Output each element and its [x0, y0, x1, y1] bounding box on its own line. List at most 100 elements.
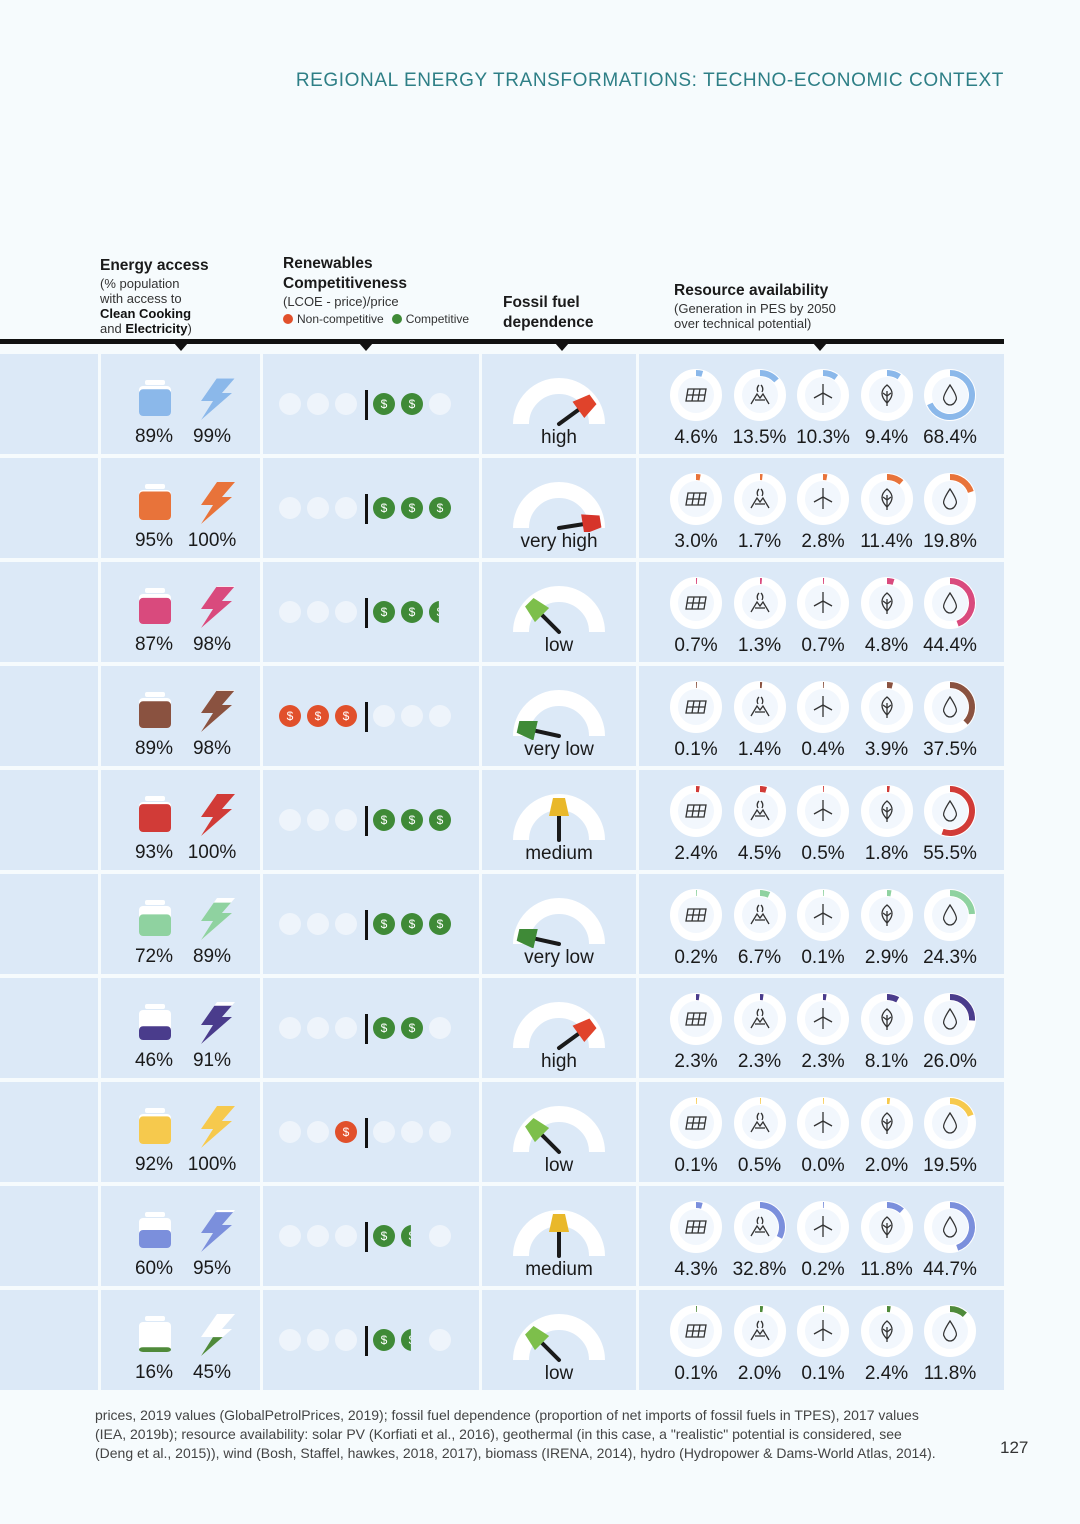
- hydro-drop-icon: [942, 487, 958, 510]
- resource-ring-wrap: [669, 992, 723, 1051]
- cooking-pot-icon: [139, 1108, 171, 1144]
- availability-arc: [886, 682, 893, 689]
- solar-panel-ring: [670, 993, 722, 1045]
- resource-item: 4.6%: [664, 354, 728, 454]
- competitive-slot: $: [401, 1225, 411, 1247]
- cooking-pot: [139, 1004, 171, 1045]
- resource-value: 11.8%: [923, 1363, 977, 1384]
- competitiveness-cell: $ $ $: [263, 562, 479, 662]
- resource-item: 0.2%: [664, 874, 728, 974]
- fossil-dependence-cell: low: [482, 1082, 636, 1182]
- resource-ring-wrap: [860, 784, 914, 843]
- resource-value: 2.4%: [864, 1363, 909, 1384]
- lightning-bolt-icon: [201, 1314, 235, 1356]
- wind-turbine-icon: [813, 696, 833, 717]
- resource-ring-wrap: [733, 472, 787, 531]
- region-cell: [0, 458, 98, 558]
- fossil-label: very low: [524, 739, 594, 760]
- noncompetitive-slot: [335, 601, 357, 623]
- lightning-bolt-icon: [201, 1210, 235, 1252]
- resource-value: 2.0%: [864, 1155, 909, 1176]
- resource-item: 2.3%: [791, 978, 855, 1078]
- solar-panel-icon: [685, 1324, 707, 1338]
- resource-ring-wrap: [923, 576, 977, 635]
- region-cell: [0, 978, 98, 1078]
- cooking-percent: 92%: [134, 1154, 174, 1175]
- resource-item: 44.4%: [918, 562, 982, 662]
- resource-item: 19.5%: [918, 1082, 982, 1182]
- competitive-slot: [429, 1225, 451, 1247]
- biomass-leaf-icon: [880, 1112, 893, 1134]
- fossil-gauge: [513, 586, 605, 634]
- competitiveness-divider: [365, 390, 368, 420]
- solar-panel-icon: [685, 388, 707, 402]
- hydro-drop-icon: [942, 1319, 958, 1342]
- resource-item: 68.4%: [918, 354, 982, 454]
- cooking-pot-icon: [139, 900, 171, 936]
- resource-ring-wrap: [796, 472, 850, 531]
- availability-arc: [759, 786, 767, 793]
- resource-item: 3.9%: [855, 666, 919, 766]
- competitive-slot: [373, 1121, 395, 1143]
- header-energy-access-title: Energy access: [100, 257, 209, 274]
- geothermal-icon: [749, 592, 770, 613]
- resource-value: 0.1%: [674, 1155, 718, 1176]
- wind-turbine-icon: [813, 904, 833, 925]
- cooking-percent: 89%: [134, 426, 174, 447]
- lightning-bolt-icon: [201, 1002, 235, 1044]
- fossil-gauge: [513, 378, 605, 426]
- resource-availability-cell: 0.1% 0.5% 0.0% 2.0% 19.5%: [639, 1082, 1004, 1182]
- resource-item: 0.5%: [791, 770, 855, 870]
- resource-ring-wrap: [669, 784, 723, 843]
- resource-availability-cell: 0.1% 2.0% 0.1% 2.4% 11.8%: [639, 1290, 1004, 1390]
- lightning-bolt-icon: [201, 1106, 235, 1148]
- solar-panel-icon: [685, 1012, 707, 1026]
- header-fossil-title1: Fossil fuel: [503, 294, 580, 311]
- resource-item: 0.5%: [728, 1082, 792, 1182]
- fossil-gauge-wrap: [512, 1096, 606, 1161]
- fossil-gauge-wrap: [512, 888, 606, 953]
- resource-value: 0.4%: [801, 739, 845, 760]
- resource-ring-wrap: [860, 992, 914, 1051]
- resource-item: 1.3%: [728, 562, 792, 662]
- gauge-tip: [516, 928, 538, 949]
- cooking-pot: [139, 484, 171, 525]
- table-row: 93% 100% $ $ $ medium 2.4% 4.5% 0.5% 1.8% 55.5%: [0, 770, 1004, 870]
- solar-panel-icon: [685, 596, 707, 610]
- table-row: 46% 91% $ $ high 2.3% 2.3% 2.3% 8.1% 26.0%: [0, 978, 1004, 1078]
- resource-value: 1.3%: [737, 635, 782, 656]
- resource-item: 2.3%: [728, 978, 792, 1078]
- availability-arc: [759, 890, 770, 898]
- competitive-slot: [373, 705, 395, 727]
- competitive-slot: $: [401, 809, 423, 831]
- competitiveness-cell: $ $: [263, 1290, 479, 1390]
- resource-ring-wrap: [733, 368, 787, 427]
- biomass-leaf-icon: [880, 592, 893, 614]
- fossil-gauge-wrap: [512, 472, 606, 537]
- fossil-dependence-cell: low: [482, 1290, 636, 1390]
- resource-item: 0.0%: [791, 1082, 855, 1182]
- biomass-leaf-icon: [880, 696, 893, 718]
- availability-arc: [886, 994, 899, 1003]
- table-row: 60% 95% $ $ medium 4.3% 32.8% 0.2% 11.8% 44.7%: [0, 1186, 1004, 1286]
- resource-item: 0.1%: [664, 1082, 728, 1182]
- resource-item: 1.7%: [728, 458, 792, 558]
- header-resource-sub2: over technical potential): [674, 316, 812, 331]
- electricity-percent: 98%: [192, 738, 232, 759]
- region-cell: [0, 1082, 98, 1182]
- header-clean-cooking: Clean Cooking: [100, 306, 192, 321]
- resource-value: 1.4%: [737, 739, 782, 760]
- hydro-drop-icon: [942, 383, 958, 406]
- hydro-drop-ring: [924, 369, 976, 421]
- resource-ring-wrap: [796, 368, 850, 427]
- header-tick-resource: [813, 343, 827, 351]
- resource-value: 0.1%: [801, 1363, 845, 1384]
- resource-ring-wrap: [796, 1096, 850, 1155]
- biomass-leaf-ring: [860, 473, 913, 525]
- gauge-tip: [572, 1018, 597, 1042]
- availability-arc: [886, 474, 903, 485]
- fossil-gauge-wrap: [512, 576, 606, 641]
- electricity-bolt: [195, 690, 235, 737]
- competitive-slot: $: [373, 809, 395, 831]
- header-fossil-title2: dependence: [503, 314, 594, 331]
